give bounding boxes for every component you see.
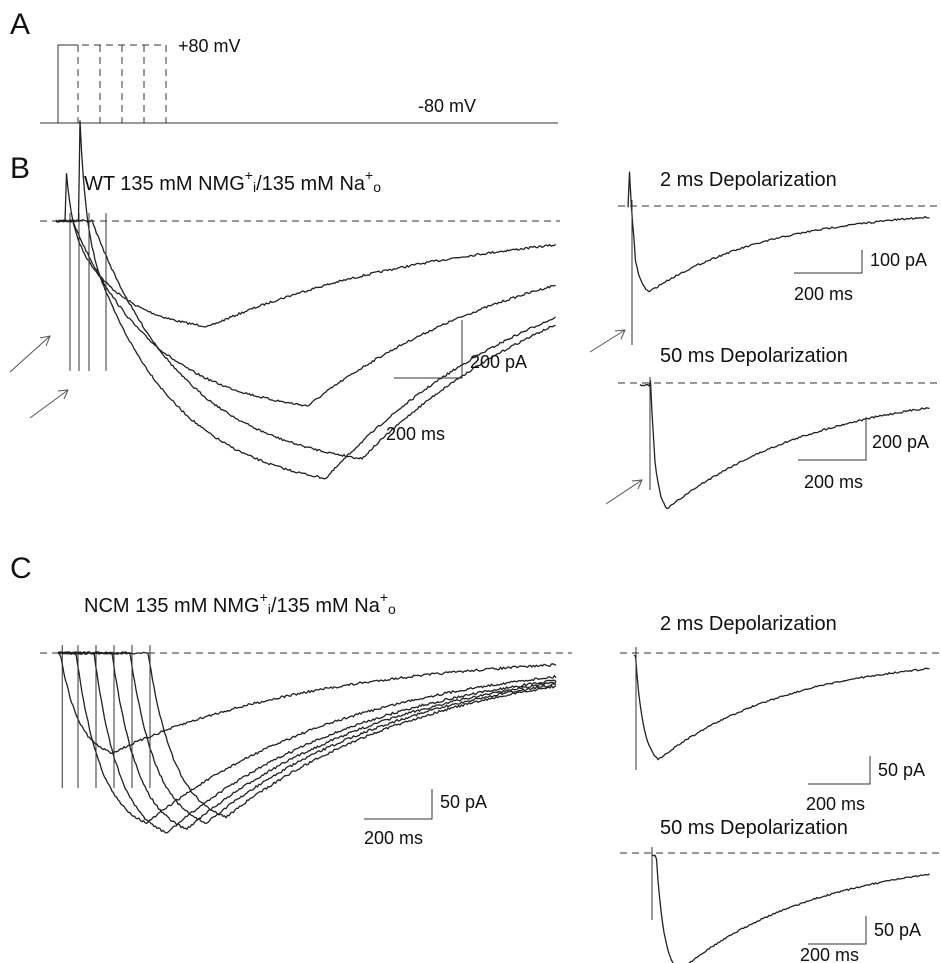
panel-c-inset-top-scale-bar: 50 pA 200 ms (806, 756, 925, 814)
panel-b-title-mid: /135 mM Na (256, 173, 366, 195)
panel-b-inset-top-title: 2 ms Depolarization (660, 169, 837, 191)
panel-b-main-plot (40, 120, 560, 480)
panel-b-title-main: WT 135 mM NMG (84, 173, 245, 195)
protocol-step-dashed (57, 44, 167, 124)
panel-b-inset-bottom-arrow (605, 479, 643, 505)
panel-c-inset-bottom-title: 50 ms Depolarization (660, 817, 848, 839)
panel-c-inset-bottom-scale-bar: 50 pA 200 ms (800, 916, 921, 963)
panel-c-title: NCM 135 mM NMG+i/135 mM Na+o (84, 589, 396, 617)
panel-b-inset-top-scale-y: 100 pA (870, 250, 927, 270)
panel-c-inset-top-trace (634, 655, 930, 761)
panel-b-scale-y-label: 200 pA (470, 352, 527, 372)
panel-c-title-main: NCM 135 mM NMG (84, 595, 260, 617)
panel-c-inset-top-scale-lines (808, 756, 871, 785)
panel-c-title-sub1: i (268, 601, 271, 617)
panel-c-main-plot (40, 645, 572, 834)
panel-c-trace-1 (57, 651, 557, 754)
panel-c-inset-bottom-scale-y: 50 pA (874, 920, 921, 940)
panel-b-trace-1 (55, 172, 556, 328)
panel-b-inset-bottom-scale-lines (798, 417, 867, 461)
label-minus-80-mv: -80 mV (418, 96, 476, 116)
panel-letter-c: C (10, 552, 32, 585)
panel-c-inset-top-scale-y: 50 pA (878, 760, 925, 780)
panel-b-trace-3 (55, 120, 556, 480)
panel-b-scale-bar-lines (394, 320, 463, 379)
panel-c-inset-top-plot (620, 647, 940, 770)
panel-c-title-sub2: o (388, 601, 396, 617)
panel-c-trace-6 (57, 651, 557, 819)
label-plus-80-mv: +80 mV (178, 36, 241, 56)
panel-c-inset-bottom-trace (651, 854, 930, 963)
panel-b-scale-bar: 200 pA 200 ms (386, 320, 527, 444)
panel-b-title-sub2: o (373, 179, 381, 195)
panel-b-inset-top-scale-x: 200 ms (794, 284, 853, 304)
panel-b-arrows (9, 335, 69, 419)
panel-c-scale-bar-lines (364, 789, 433, 820)
panel-c-trace-4 (57, 651, 557, 831)
panel-b-inset-bottom-trace (639, 380, 930, 510)
panel-c-trace-5 (57, 651, 557, 824)
panel-c-inset-top-scale-x: 200 ms (806, 794, 865, 814)
panel-c-title-mid: /135 mM Na (271, 595, 381, 617)
panel-b-title-sub1: i (253, 179, 256, 195)
panel-letter-a: A (10, 8, 30, 41)
panel-b-arrow-2 (29, 389, 69, 419)
panel-c-title-sup1: + (260, 589, 268, 605)
panel-b-inset-top-arrow (589, 329, 626, 353)
voltage-protocol (40, 44, 558, 124)
panel-c-title-sup2: + (380, 589, 388, 605)
panel-c-scale-y-label: 50 pA (440, 792, 487, 812)
panel-b-trace-4 (55, 219, 556, 460)
panel-b-inset-top-scale-bar: 100 pA 200 ms (794, 250, 927, 304)
panel-b-inset-top-scale-lines (794, 250, 863, 274)
panel-c-inset-bottom-scale-x: 200 ms (800, 945, 859, 963)
panel-b-inset-bottom-scale-bar: 200 pA 200 ms (798, 417, 929, 492)
panel-c-inset-bottom-plot (620, 847, 940, 963)
panel-b-inset-bottom-scale-x: 200 ms (804, 472, 863, 492)
panel-c-trace-3 (57, 651, 557, 834)
panel-b-inset-bottom-title: 50 ms Depolarization (660, 345, 848, 367)
panel-b-title: WT 135 mM NMG+i/135 mM Na+o (84, 167, 381, 195)
panel-c-scale-x-label: 200 ms (364, 828, 423, 848)
panel-c-inset-top-title: 2 ms Depolarization (660, 613, 837, 635)
panel-b-inset-bottom-scale-y: 200 pA (872, 432, 929, 452)
panel-b-inset-top-trace (627, 171, 930, 293)
panel-c-trace-2 (57, 651, 557, 825)
panel-b-arrow-1 (9, 335, 51, 373)
protocol-step-solid (57, 44, 78, 123)
panel-letter-b: B (10, 152, 30, 185)
panel-b-trace-2 (55, 219, 556, 407)
panel-b-scale-x-label: 200 ms (386, 424, 445, 444)
panel-b-inset-top-plot (618, 171, 940, 345)
panel-b-title-sup1: + (245, 167, 253, 183)
panel-b-inset-bottom-plot (618, 377, 940, 510)
panel-c-scale-bar: 50 pA 200 ms (364, 789, 487, 848)
panel-b-title-sup2: + (365, 167, 373, 183)
panel-c-inset-bottom-scale-lines (808, 916, 867, 945)
